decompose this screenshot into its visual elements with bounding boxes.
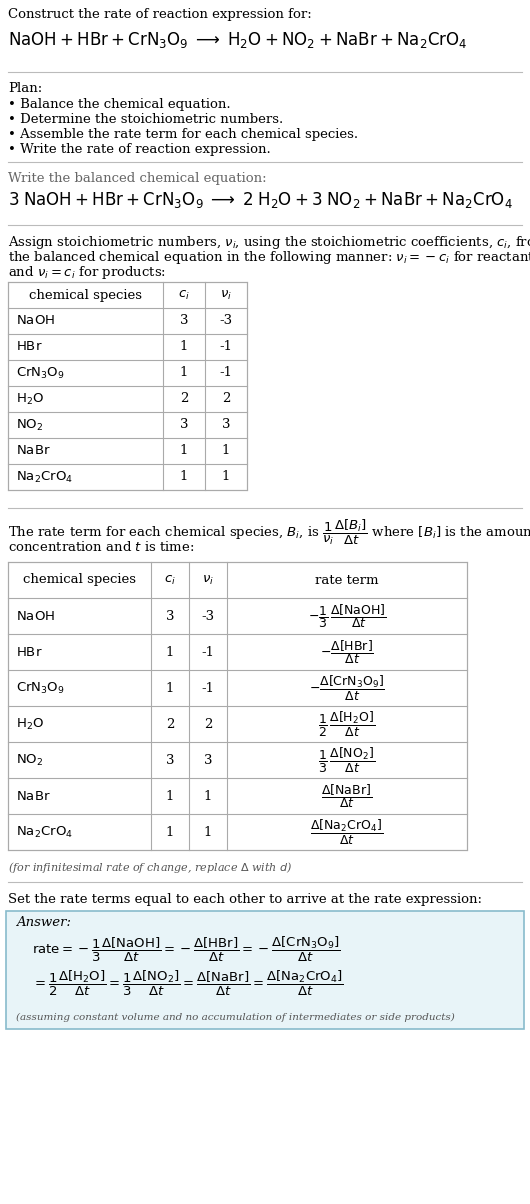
Text: -1: -1 — [219, 366, 233, 379]
Text: -1: -1 — [219, 341, 233, 354]
Text: 1: 1 — [166, 681, 174, 695]
Text: $\mathrm{H_2O}$: $\mathrm{H_2O}$ — [16, 716, 44, 732]
Text: $\mathrm{NaOH}$: $\mathrm{NaOH}$ — [16, 609, 55, 622]
Text: $\dfrac{\Delta[\mathrm{NaBr}]}{\Delta t}$: $\dfrac{\Delta[\mathrm{NaBr}]}{\Delta t}… — [322, 783, 373, 810]
Text: $\dfrac{\Delta[\mathrm{Na_2CrO_4}]}{\Delta t}$: $\dfrac{\Delta[\mathrm{Na_2CrO_4}]}{\Del… — [311, 818, 384, 846]
Text: 1: 1 — [180, 341, 188, 354]
Text: $\mathrm{H_2O}$: $\mathrm{H_2O}$ — [16, 391, 44, 407]
Text: Plan:: Plan: — [8, 82, 42, 95]
Text: $-\dfrac{\Delta[\mathrm{CrN_3O_9}]}{\Delta t}$: $-\dfrac{\Delta[\mathrm{CrN_3O_9}]}{\Del… — [309, 673, 385, 702]
Text: 1: 1 — [166, 645, 174, 659]
Text: 3: 3 — [222, 419, 230, 431]
Text: 1: 1 — [166, 826, 174, 838]
Text: The rate term for each chemical species, $B_i$, is $\dfrac{1}{\nu_i}\dfrac{\Delt: The rate term for each chemical species,… — [8, 518, 530, 548]
Text: $\mathrm{CrN_3O_9}$: $\mathrm{CrN_3O_9}$ — [16, 366, 65, 380]
Bar — [6, 911, 524, 1029]
Text: $c_i$: $c_i$ — [178, 289, 190, 301]
Text: 1: 1 — [222, 471, 230, 484]
Text: -1: -1 — [201, 681, 215, 695]
Text: -3: -3 — [219, 314, 233, 327]
Text: $\dfrac{1}{2}\,\dfrac{\Delta[\mathrm{H_2O}]}{\Delta t}$: $\dfrac{1}{2}\,\dfrac{\Delta[\mathrm{H_2… — [319, 709, 376, 738]
Text: Answer:: Answer: — [16, 916, 71, 929]
Text: Assign stoichiometric numbers, $\nu_i$, using the stoichiometric coefficients, $: Assign stoichiometric numbers, $\nu_i$, … — [8, 234, 530, 250]
Text: $\mathregular{NaOH + HBr + CrN_3O_9 \;\longrightarrow\; H_2O + NO_2 + NaBr + Na_: $\mathregular{NaOH + HBr + CrN_3O_9 \;\l… — [8, 30, 467, 51]
Text: $= \dfrac{1}{2}\dfrac{\Delta[\mathrm{H_2O}]}{\Delta t} = \dfrac{1}{3}\dfrac{\Del: $= \dfrac{1}{2}\dfrac{\Delta[\mathrm{H_2… — [32, 968, 344, 998]
Bar — [8, 562, 467, 850]
Text: $\nu_i$: $\nu_i$ — [220, 289, 232, 301]
Text: • Assemble the rate term for each chemical species.: • Assemble the rate term for each chemic… — [8, 128, 358, 141]
Text: $\mathrm{NaOH}$: $\mathrm{NaOH}$ — [16, 314, 55, 327]
Text: 1: 1 — [204, 826, 212, 838]
Text: 2: 2 — [166, 718, 174, 731]
Text: 2: 2 — [204, 718, 212, 731]
Text: 3: 3 — [180, 419, 188, 431]
Text: (for infinitesimal rate of change, replace $\Delta$ with $d$): (for infinitesimal rate of change, repla… — [8, 860, 293, 875]
Text: 3: 3 — [166, 609, 174, 622]
Text: Set the rate terms equal to each other to arrive at the rate expression:: Set the rate terms equal to each other t… — [8, 893, 482, 905]
Text: $\nu_i$: $\nu_i$ — [202, 573, 214, 586]
Text: $\mathrm{rate} = -\dfrac{1}{3}\dfrac{\Delta[\mathrm{NaOH}]}{\Delta t} = -\dfrac{: $\mathrm{rate} = -\dfrac{1}{3}\dfrac{\De… — [32, 934, 341, 963]
Text: 1: 1 — [180, 471, 188, 484]
Text: $-\dfrac{1}{3}\,\dfrac{\Delta[\mathrm{NaOH}]}{\Delta t}$: $-\dfrac{1}{3}\,\dfrac{\Delta[\mathrm{Na… — [308, 602, 386, 630]
Text: chemical species: chemical species — [29, 289, 142, 301]
Text: $c_i$: $c_i$ — [164, 573, 176, 586]
Text: $\mathrm{Na_2CrO_4}$: $\mathrm{Na_2CrO_4}$ — [16, 470, 73, 484]
Text: $\dfrac{1}{3}\,\dfrac{\Delta[\mathrm{NO_2}]}{\Delta t}$: $\dfrac{1}{3}\,\dfrac{\Delta[\mathrm{NO_… — [319, 745, 376, 774]
Text: $\mathrm{HBr}$: $\mathrm{HBr}$ — [16, 645, 42, 659]
Text: • Determine the stoichiometric numbers.: • Determine the stoichiometric numbers. — [8, 113, 283, 126]
Text: 1: 1 — [166, 790, 174, 803]
Text: Write the balanced chemical equation:: Write the balanced chemical equation: — [8, 172, 267, 185]
Text: and $\nu_i = c_i$ for products:: and $\nu_i = c_i$ for products: — [8, 264, 166, 281]
Text: 1: 1 — [180, 366, 188, 379]
Text: 1: 1 — [204, 790, 212, 803]
Text: -1: -1 — [201, 645, 215, 659]
Text: 1: 1 — [180, 444, 188, 458]
Text: $\mathrm{NaBr}$: $\mathrm{NaBr}$ — [16, 790, 51, 803]
Text: $\mathrm{NO_2}$: $\mathrm{NO_2}$ — [16, 418, 43, 432]
Text: 3: 3 — [166, 754, 174, 767]
Text: $\mathrm{NaBr}$: $\mathrm{NaBr}$ — [16, 444, 51, 458]
Text: $\mathregular{3\;NaOH + HBr + CrN_3O_9 \;\longrightarrow\; 2\;H_2O + 3\;NO_2 + N: $\mathregular{3\;NaOH + HBr + CrN_3O_9 \… — [8, 190, 513, 209]
Text: rate term: rate term — [315, 573, 379, 586]
Text: Construct the rate of reaction expression for:: Construct the rate of reaction expressio… — [8, 8, 312, 20]
Text: 2: 2 — [180, 393, 188, 406]
Text: $\mathrm{CrN_3O_9}$: $\mathrm{CrN_3O_9}$ — [16, 680, 65, 696]
Text: • Write the rate of reaction expression.: • Write the rate of reaction expression. — [8, 143, 271, 157]
Text: chemical species: chemical species — [23, 573, 136, 586]
Bar — [8, 282, 247, 490]
Text: $-\dfrac{\Delta[\mathrm{HBr}]}{\Delta t}$: $-\dfrac{\Delta[\mathrm{HBr}]}{\Delta t}… — [320, 638, 374, 666]
Text: 3: 3 — [204, 754, 212, 767]
Text: concentration and $t$ is time:: concentration and $t$ is time: — [8, 541, 195, 554]
Text: -3: -3 — [201, 609, 215, 622]
Text: 2: 2 — [222, 393, 230, 406]
Text: $\mathrm{Na_2CrO_4}$: $\mathrm{Na_2CrO_4}$ — [16, 825, 73, 839]
Text: the balanced chemical equation in the following manner: $\nu_i = -c_i$ for react: the balanced chemical equation in the fo… — [8, 249, 530, 266]
Text: (assuming constant volume and no accumulation of intermediates or side products): (assuming constant volume and no accumul… — [16, 1013, 455, 1021]
Text: 1: 1 — [222, 444, 230, 458]
Text: $\mathrm{NO_2}$: $\mathrm{NO_2}$ — [16, 752, 43, 768]
Text: $\mathrm{HBr}$: $\mathrm{HBr}$ — [16, 341, 42, 354]
Text: • Balance the chemical equation.: • Balance the chemical equation. — [8, 98, 231, 111]
Text: 3: 3 — [180, 314, 188, 327]
